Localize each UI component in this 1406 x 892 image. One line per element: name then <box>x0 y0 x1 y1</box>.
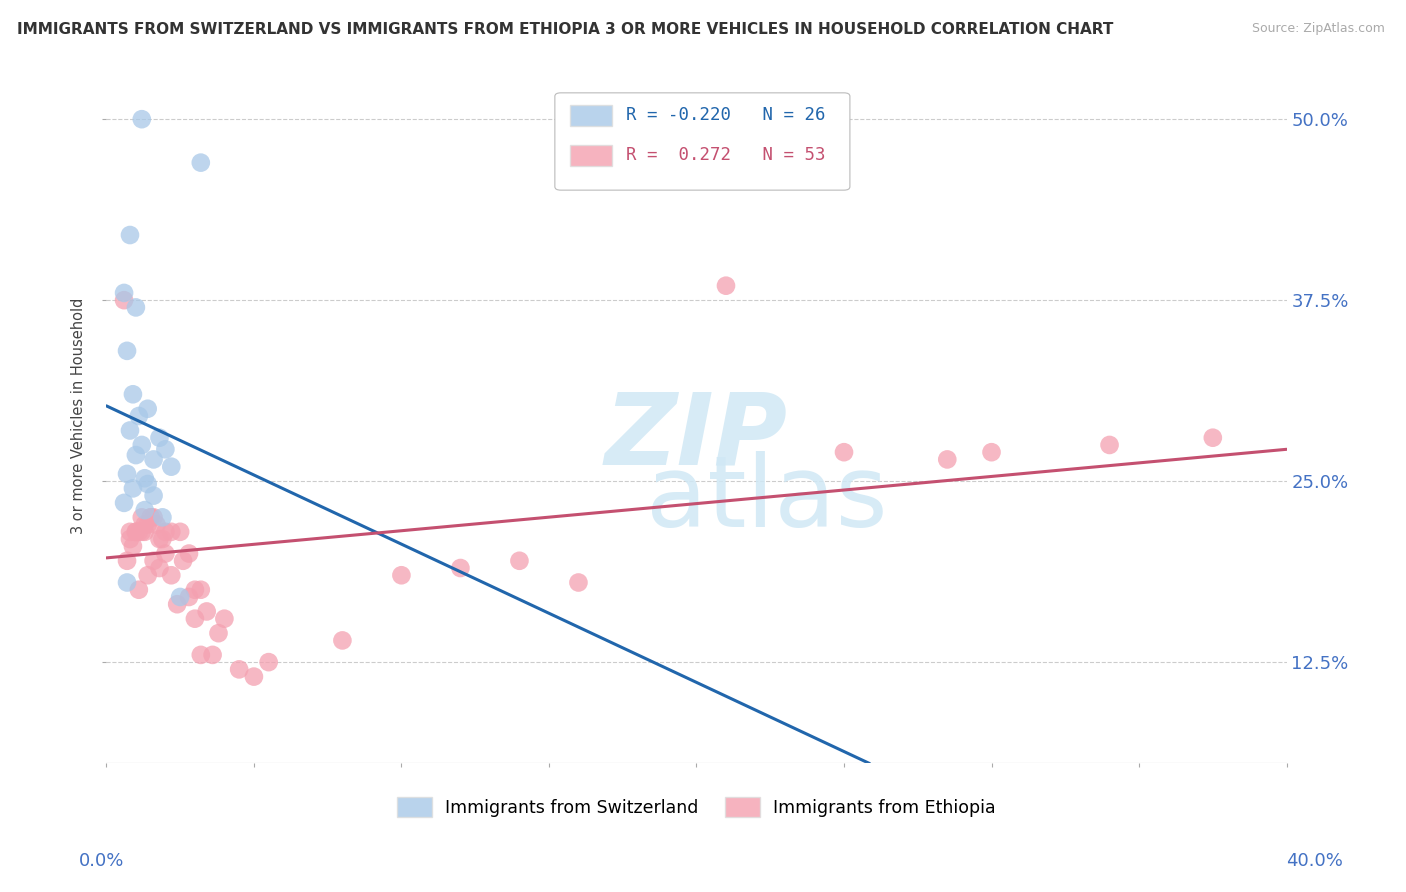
Point <box>134 517 156 532</box>
Point <box>131 438 153 452</box>
Point <box>160 568 183 582</box>
Point <box>832 445 855 459</box>
Point <box>160 459 183 474</box>
Text: 40.0%: 40.0% <box>1286 852 1343 870</box>
Point <box>112 285 135 300</box>
Point <box>131 112 153 127</box>
Point <box>118 424 141 438</box>
Point <box>207 626 229 640</box>
Point <box>169 590 191 604</box>
Point <box>155 524 177 539</box>
Point <box>508 554 530 568</box>
Legend: Immigrants from Switzerland, Immigrants from Ethiopia: Immigrants from Switzerland, Immigrants … <box>389 790 1002 824</box>
Point <box>125 524 148 539</box>
Point <box>152 510 174 524</box>
Point <box>118 227 141 242</box>
Point <box>449 561 471 575</box>
Point <box>122 539 145 553</box>
Text: R = -0.220   N = 26: R = -0.220 N = 26 <box>626 106 825 124</box>
Point <box>134 503 156 517</box>
Point <box>1098 438 1121 452</box>
FancyBboxPatch shape <box>571 145 612 166</box>
Point <box>177 547 200 561</box>
Text: atlas: atlas <box>647 450 889 548</box>
Point <box>139 510 162 524</box>
Point <box>128 409 150 423</box>
Point <box>118 532 141 546</box>
Point <box>391 568 413 582</box>
Point <box>567 575 589 590</box>
Point <box>131 524 153 539</box>
Point <box>128 524 150 539</box>
Point <box>214 612 236 626</box>
Point <box>148 561 170 575</box>
Point <box>112 496 135 510</box>
Point <box>112 293 135 308</box>
Point <box>155 547 177 561</box>
Point <box>122 482 145 496</box>
Point <box>115 343 138 358</box>
Point <box>118 524 141 539</box>
Point <box>980 445 1002 459</box>
Point <box>142 510 165 524</box>
Point <box>1202 431 1225 445</box>
Point <box>136 568 159 582</box>
Point <box>136 477 159 491</box>
Point <box>145 517 167 532</box>
Point <box>139 510 162 524</box>
Point <box>125 301 148 315</box>
Point <box>160 524 183 539</box>
Point <box>125 524 148 539</box>
Point <box>184 612 207 626</box>
Text: IMMIGRANTS FROM SWITZERLAND VS IMMIGRANTS FROM ETHIOPIA 3 OR MORE VEHICLES IN HO: IMMIGRANTS FROM SWITZERLAND VS IMMIGRANT… <box>17 22 1114 37</box>
Y-axis label: 3 or more Vehicles in Household: 3 or more Vehicles in Household <box>72 298 86 534</box>
Point <box>936 452 959 467</box>
Point <box>142 489 165 503</box>
Point <box>195 604 218 618</box>
Point <box>142 452 165 467</box>
Point <box>177 590 200 604</box>
Text: 0.0%: 0.0% <box>79 852 124 870</box>
Point <box>169 524 191 539</box>
Text: R =  0.272   N = 53: R = 0.272 N = 53 <box>626 146 825 164</box>
Point <box>134 471 156 485</box>
Point <box>257 655 280 669</box>
Point <box>128 582 150 597</box>
Point <box>190 648 212 662</box>
Point <box>131 510 153 524</box>
Text: Source: ZipAtlas.com: Source: ZipAtlas.com <box>1251 22 1385 36</box>
Point <box>136 401 159 416</box>
Point <box>184 582 207 597</box>
Point <box>134 524 156 539</box>
Point <box>190 155 212 169</box>
Point <box>122 387 145 401</box>
Point <box>190 582 212 597</box>
Point <box>136 517 159 532</box>
Point <box>172 554 194 568</box>
Point <box>148 532 170 546</box>
Point <box>125 448 148 462</box>
Point <box>115 575 138 590</box>
FancyBboxPatch shape <box>555 93 849 190</box>
Point <box>148 431 170 445</box>
Point <box>166 597 188 611</box>
Point <box>152 532 174 546</box>
FancyBboxPatch shape <box>571 105 612 126</box>
Point <box>228 662 250 676</box>
Point <box>115 554 138 568</box>
Point <box>332 633 354 648</box>
Point <box>155 442 177 457</box>
Point <box>201 648 224 662</box>
Point <box>714 278 737 293</box>
Point <box>243 670 266 684</box>
Text: ZIP: ZIP <box>605 388 787 485</box>
Point <box>142 554 165 568</box>
Point <box>115 467 138 481</box>
